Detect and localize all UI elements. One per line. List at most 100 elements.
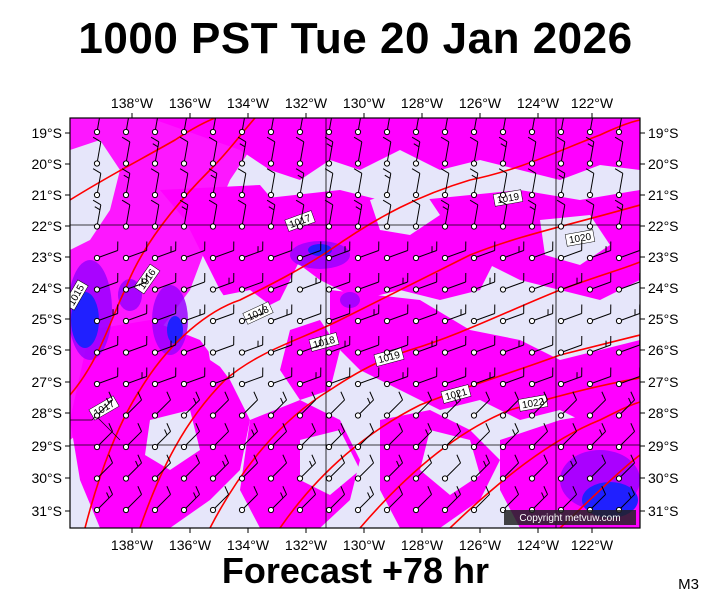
wind-barb (586, 118, 594, 136)
map-title: 1000 PST Tue 20 Jan 2026 (78, 14, 633, 63)
copyright-background (504, 510, 636, 525)
wind-barb (238, 391, 259, 419)
wind-barb (470, 304, 496, 325)
wind-barb (585, 136, 595, 167)
wind-barb (440, 199, 450, 230)
wind-barb (93, 335, 119, 356)
wind-barb (470, 423, 491, 451)
wind-barb (498, 168, 508, 199)
wind-barb (151, 391, 172, 419)
wind-barb (151, 367, 177, 388)
lon-label: 138°W (111, 95, 154, 111)
precipitation-heavy-areas (71, 244, 638, 518)
wind-barb (238, 304, 264, 325)
lat-label: 22°S (31, 218, 62, 234)
wind-barb (614, 199, 624, 230)
wind-barb (325, 391, 346, 419)
wind-barb (238, 272, 264, 293)
model-tag: M3 (678, 576, 699, 593)
wind-barb (556, 168, 566, 199)
wind-barb (557, 367, 583, 388)
wind-barb (412, 367, 438, 388)
wind-barb (296, 118, 304, 136)
wind-barb (557, 118, 565, 136)
wind-barb (470, 241, 496, 262)
wind-barb (499, 241, 525, 262)
wind-barb (440, 136, 450, 167)
wind-barb (382, 168, 392, 199)
lat-label: 21°S (648, 187, 679, 203)
wind-barb (470, 367, 496, 388)
wind-barb (238, 118, 246, 136)
lon-label: 134°W (227, 95, 270, 111)
wind-barb (267, 486, 288, 514)
wind-barb (354, 118, 362, 136)
wind-barb (209, 118, 217, 136)
wind-barb (411, 136, 421, 167)
wind-barb (527, 199, 537, 230)
wind-barb (267, 118, 275, 136)
wind-barb (586, 454, 607, 482)
wind-barb (441, 423, 462, 451)
wind-barb (557, 241, 583, 262)
lat-label: 20°S (648, 156, 679, 172)
wind-barb (150, 199, 160, 230)
lat-label: 25°S (31, 311, 62, 327)
wind-barb (93, 391, 114, 419)
lat-label: 31°S (31, 503, 62, 519)
wind-barb (180, 241, 206, 262)
lon-label: 132°W (285, 537, 328, 553)
lat-label: 19°S (648, 125, 679, 141)
wind-barb (267, 423, 288, 451)
wind-barb (208, 136, 218, 167)
wind-barb (383, 391, 404, 419)
wind-barb (557, 272, 583, 293)
wind-barb (324, 136, 334, 167)
wind-barb (296, 241, 322, 262)
lon-label: 128°W (401, 95, 444, 111)
wind-barb (382, 199, 392, 230)
wind-barb (354, 454, 375, 482)
longitude-labels-bottom: 138°W 136°W 134°W 132°W 130°W 128°W 126°W 124°W… (111, 537, 614, 553)
wind-barb (441, 304, 467, 325)
lon-label: 128°W (401, 537, 444, 553)
wind-barb (180, 304, 206, 325)
lon-label: 132°W (285, 95, 328, 111)
wind-barb (238, 454, 259, 482)
wind-barb (238, 241, 264, 262)
wind-barb (92, 136, 102, 167)
wind-barb (470, 335, 496, 356)
forecast-label: Forecast +78 hr (221, 550, 490, 591)
lon-label: 126°W (459, 537, 502, 553)
lat-label: 30°S (648, 470, 679, 486)
wind-barb (556, 136, 566, 167)
wind-barb (151, 486, 172, 514)
lat-label: 21°S (31, 187, 62, 203)
wind-barb (556, 199, 566, 230)
wind-barb (180, 486, 201, 514)
wind-barb (296, 367, 322, 388)
wind-barb (499, 391, 520, 419)
wind-barb (208, 199, 218, 230)
wind-barb (208, 168, 218, 199)
wind-barb (267, 335, 293, 356)
wind-barb (557, 423, 578, 451)
wind-barb (179, 199, 189, 230)
wind-barb (93, 304, 119, 325)
lat-label: 26°S (648, 342, 679, 358)
wind-barb (324, 199, 334, 230)
wind-barb (586, 367, 612, 388)
wind-barb (209, 367, 235, 388)
longitude-labels-top: 138°W 136°W 134°W 132°W 130°W 128°W 126°W 124°W… (111, 95, 614, 111)
wind-barb (498, 199, 508, 230)
wind-barb (469, 199, 479, 230)
lat-label: 27°S (648, 374, 679, 390)
wind-barb (93, 486, 114, 514)
wind-barb (238, 335, 264, 356)
lon-label: 136°W (169, 95, 212, 111)
wind-barb (557, 304, 583, 325)
wind-barb (324, 168, 334, 199)
latitude-labels-left: 19°S 20°S 21°S 22°S 23°S 24°S 25°S 26°S 27°S 28°S… (31, 125, 62, 519)
lat-label: 19°S (31, 125, 62, 141)
wind-barb (180, 391, 201, 419)
